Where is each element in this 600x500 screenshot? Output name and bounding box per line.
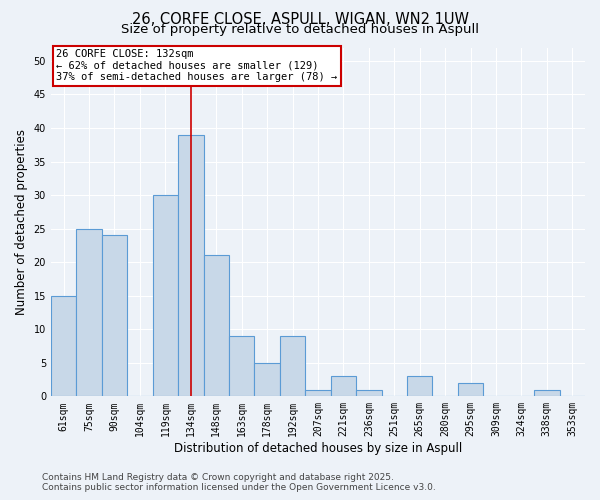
Y-axis label: Number of detached properties: Number of detached properties	[15, 129, 28, 315]
Bar	[76, 228, 102, 396]
Bar	[534, 390, 560, 396]
Bar	[152, 195, 178, 396]
Bar	[331, 376, 356, 396]
Bar	[178, 134, 203, 396]
Text: 26, CORFE CLOSE, ASPULL, WIGAN, WN2 1UW: 26, CORFE CLOSE, ASPULL, WIGAN, WN2 1UW	[131, 12, 469, 28]
Bar	[305, 390, 331, 396]
Bar	[280, 336, 305, 396]
Text: 26 CORFE CLOSE: 132sqm
← 62% of detached houses are smaller (129)
37% of semi-de: 26 CORFE CLOSE: 132sqm ← 62% of detached…	[56, 49, 338, 82]
Bar	[203, 256, 229, 396]
Text: Contains HM Land Registry data © Crown copyright and database right 2025.
Contai: Contains HM Land Registry data © Crown c…	[42, 473, 436, 492]
X-axis label: Distribution of detached houses by size in Aspull: Distribution of detached houses by size …	[174, 442, 462, 455]
Bar	[229, 336, 254, 396]
Text: Size of property relative to detached houses in Aspull: Size of property relative to detached ho…	[121, 24, 479, 36]
Bar	[458, 383, 483, 396]
Bar	[51, 296, 76, 396]
Bar	[102, 236, 127, 396]
Bar	[356, 390, 382, 396]
Bar	[407, 376, 433, 396]
Bar	[254, 363, 280, 396]
